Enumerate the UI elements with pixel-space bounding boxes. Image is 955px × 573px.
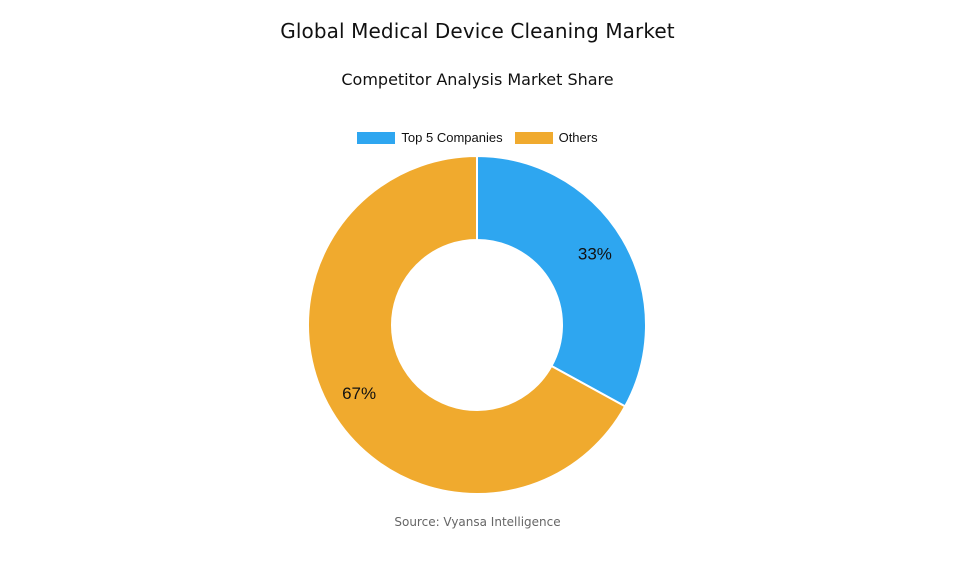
donut-labels: 33% 67% [342,245,612,403]
donut-slices [307,154,647,495]
legend-label-others: Others [558,130,598,145]
slice-label-others: 67% [342,384,376,403]
donut-slice-others[interactable] [307,154,627,495]
chart-subtitle: Competitor Analysis Market Share [341,70,614,89]
legend-item-top5[interactable]: Top 5 Companies [357,130,503,145]
source-note: Source: Vyansa Intelligence [394,515,561,529]
legend-label-top5: Top 5 Companies [401,130,503,145]
legend-item-others[interactable]: Others [514,130,598,145]
donut-slice-top5[interactable] [476,154,647,408]
chart-title: Global Medical Device Cleaning Market [280,19,675,43]
legend-swatch-others [514,131,553,144]
chart-legend: Top 5 Companies Others [0,130,955,145]
legend-swatch-top5 [357,131,396,144]
slice-label-top5: 33% [578,245,612,264]
